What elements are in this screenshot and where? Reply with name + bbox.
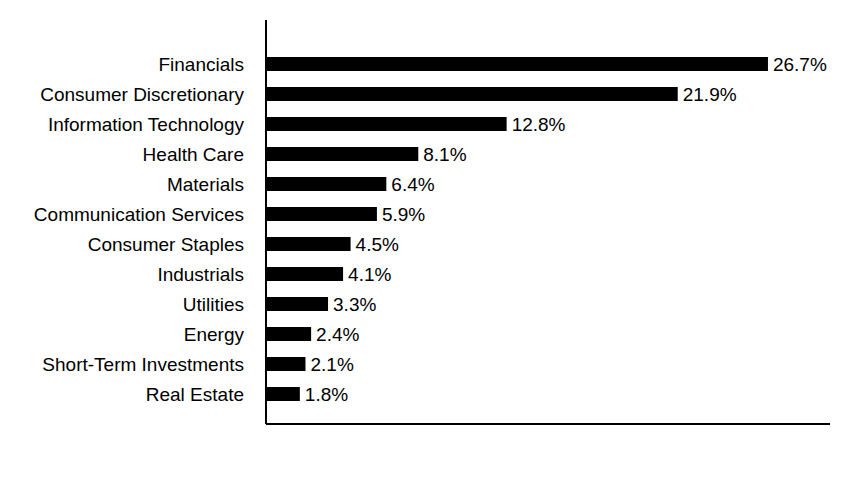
svg-text:Industrials: Industrials bbox=[157, 264, 244, 285]
svg-text:5.9%: 5.9% bbox=[382, 204, 425, 225]
svg-text:6.4%: 6.4% bbox=[391, 174, 434, 195]
svg-text:12.8%: 12.8% bbox=[512, 114, 566, 135]
svg-text:3.3%: 3.3% bbox=[333, 294, 376, 315]
svg-text:Materials: Materials bbox=[167, 174, 244, 195]
svg-text:Financials: Financials bbox=[158, 54, 244, 75]
svg-text:4.5%: 4.5% bbox=[356, 234, 399, 255]
svg-text:Real Estate: Real Estate bbox=[146, 384, 244, 405]
svg-text:2.4%: 2.4% bbox=[316, 324, 359, 345]
svg-text:26.7%: 26.7% bbox=[773, 54, 827, 75]
svg-text:Utilities: Utilities bbox=[183, 294, 244, 315]
svg-text:1.8%: 1.8% bbox=[305, 384, 348, 405]
svg-text:Health Care: Health Care bbox=[143, 144, 244, 165]
svg-text:21.9%: 21.9% bbox=[683, 84, 737, 105]
svg-text:2.1%: 2.1% bbox=[310, 354, 353, 375]
svg-text:4.1%: 4.1% bbox=[348, 264, 391, 285]
svg-text:Energy: Energy bbox=[184, 324, 245, 345]
svg-text:Short-Term Investments: Short-Term Investments bbox=[42, 354, 244, 375]
svg-text:Information Technology: Information Technology bbox=[48, 114, 245, 135]
svg-text:Communication Services: Communication Services bbox=[34, 204, 244, 225]
svg-text:8.1%: 8.1% bbox=[423, 144, 466, 165]
svg-text:Consumer Discretionary: Consumer Discretionary bbox=[40, 84, 244, 105]
svg-text:Consumer Staples: Consumer Staples bbox=[88, 234, 244, 255]
